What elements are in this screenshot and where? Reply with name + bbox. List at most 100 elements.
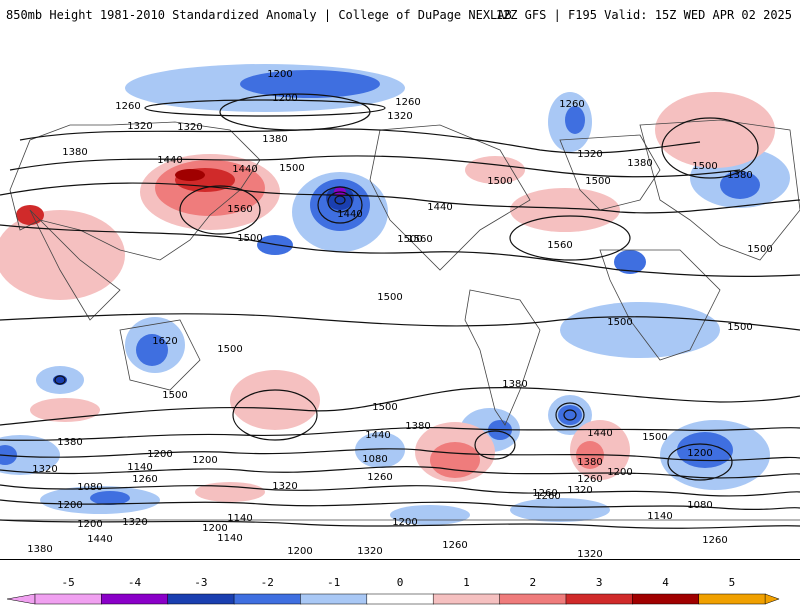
negative-anomaly-shading xyxy=(0,64,790,525)
colorbar-tick-label: 0 xyxy=(396,576,404,589)
contour-label: 1500 xyxy=(162,390,187,401)
contour-label: 1260 xyxy=(532,488,557,499)
contour-label: 1500 xyxy=(585,176,610,187)
colorbar-tick-label: -3 xyxy=(194,576,208,589)
contour-label: 1500 xyxy=(642,432,667,443)
contour-label: 1200 xyxy=(607,467,632,478)
colorbar-segment xyxy=(101,593,169,605)
contour-label: 1200 xyxy=(192,455,217,466)
contour-label: 1380 xyxy=(262,134,287,145)
contour-label: 1500 xyxy=(279,163,304,174)
contour-label: 1140 xyxy=(127,462,152,473)
contour-label: 1440 xyxy=(427,202,452,213)
contour-label: 1200 xyxy=(57,500,82,511)
anomaly-map: 1200 1200 1260 1260 1260 1320 1320 1320 1320 1380… xyxy=(0,30,800,560)
contour-label: 1620 xyxy=(152,336,177,347)
colorbar-tick-label: -2 xyxy=(260,576,274,589)
contour-label: 1200 xyxy=(272,93,297,104)
contour-label: 1320 xyxy=(122,517,147,528)
contour-label: 1080 xyxy=(362,454,387,465)
colorbar-segment xyxy=(565,593,634,605)
run-info: 12Z GFS | F195 Valid: 15Z WED APR 02 202… xyxy=(495,8,792,22)
contour-label: 1320 xyxy=(127,121,152,132)
contour-label: 1320 xyxy=(577,549,602,560)
colorbar-tick-label: 2 xyxy=(529,576,537,589)
contour-label: 1080 xyxy=(687,500,712,511)
colorbar-scale xyxy=(6,593,780,605)
contour-label: 1140 xyxy=(647,511,672,522)
map-header: 850mb Height 1981-2010 Standardized Anom… xyxy=(0,0,800,28)
contour-label: 1560 xyxy=(407,234,432,245)
contour-label: 1260 xyxy=(132,474,157,485)
contour-label: 1200 xyxy=(392,517,417,528)
contour-label: 1500 xyxy=(487,176,512,187)
colorbar-segment xyxy=(167,593,235,605)
contour-label: 1320 xyxy=(357,546,382,557)
contour-label: 1320 xyxy=(577,149,602,160)
contour-label: 1200 xyxy=(77,519,102,530)
contour-label: 1320 xyxy=(567,485,592,496)
contour-label: 1140 xyxy=(227,513,252,524)
contour-label: 1320 xyxy=(177,122,202,133)
colorbar-segment xyxy=(233,593,302,605)
colorbar-segment xyxy=(300,593,368,605)
colorbar-max-arrow xyxy=(764,593,780,605)
contour-label: 1260 xyxy=(577,474,602,485)
contour-label: 1380 xyxy=(577,457,602,468)
contour-label: 1500 xyxy=(607,317,632,328)
contour-label: 1440 xyxy=(587,428,612,439)
colorbar-segment xyxy=(698,593,766,605)
contour-label: 1500 xyxy=(692,161,717,172)
contour-label: 1560 xyxy=(227,204,252,215)
contour-label: 1500 xyxy=(377,292,402,303)
contour-label: 1440 xyxy=(365,430,390,441)
contour-label: 1260 xyxy=(115,101,140,112)
colorbar-segment xyxy=(499,593,567,605)
contour-label: 1320 xyxy=(32,464,57,475)
colorbar-tick-label: 5 xyxy=(728,576,736,589)
colorbar-tick-label: -1 xyxy=(326,576,341,589)
contour-label: 1500 xyxy=(747,244,772,255)
colorbar-tick-label: 4 xyxy=(662,576,669,589)
contour-label: 1380 xyxy=(727,170,752,181)
map-bottom-border xyxy=(0,559,800,560)
contour-label: 1380 xyxy=(627,158,652,169)
contour-label: 1440 xyxy=(87,534,112,545)
contour-label: 1260 xyxy=(535,491,560,502)
contour-label: 1320 xyxy=(272,481,297,492)
contour-label: 1560 xyxy=(547,240,572,251)
height-contours xyxy=(0,93,800,529)
map-title: 850mb Height 1981-2010 Standardized Anom… xyxy=(6,8,512,22)
contour-label: 1500 xyxy=(397,234,422,245)
colorbar-tick-label: -5 xyxy=(61,576,75,589)
colorbar-tick-label: 1 xyxy=(463,576,470,589)
colorbar-segment xyxy=(632,593,700,605)
coastlines xyxy=(0,119,800,521)
positive-anomaly-shading xyxy=(0,92,775,502)
contour-label: 1200 xyxy=(687,448,712,459)
contour-label: 1200 xyxy=(267,69,292,80)
contour-label: 1440 xyxy=(232,164,257,175)
contour-label: 1260 xyxy=(559,99,584,110)
contour-label: 1440 xyxy=(337,209,362,220)
contour-label: 1500 xyxy=(217,344,242,355)
contour-label: 1200 xyxy=(147,449,172,460)
contour-label: 1380 xyxy=(502,379,527,390)
contour-label: 1260 xyxy=(702,535,727,546)
colorbar-segment xyxy=(34,593,103,605)
contour-label: 1200 xyxy=(287,546,312,557)
contour-label: 1500 xyxy=(727,322,752,333)
colorbar-segment xyxy=(432,593,501,605)
colorbar-segment xyxy=(366,593,434,605)
contour-label: 1260 xyxy=(395,97,420,108)
colorbar: -5 -4 -3 -2 -1 0 1 2 3 4 5 xyxy=(0,570,800,605)
contour-label: 1200 xyxy=(202,523,227,534)
contour-label: 1380 xyxy=(57,437,82,448)
contour-label: 1380 xyxy=(62,147,87,158)
contour-label: 1320 xyxy=(387,111,412,122)
contour-label: 1260 xyxy=(367,472,392,483)
contour-label: 1500 xyxy=(237,233,262,244)
contour-label: 1440 xyxy=(157,155,182,166)
